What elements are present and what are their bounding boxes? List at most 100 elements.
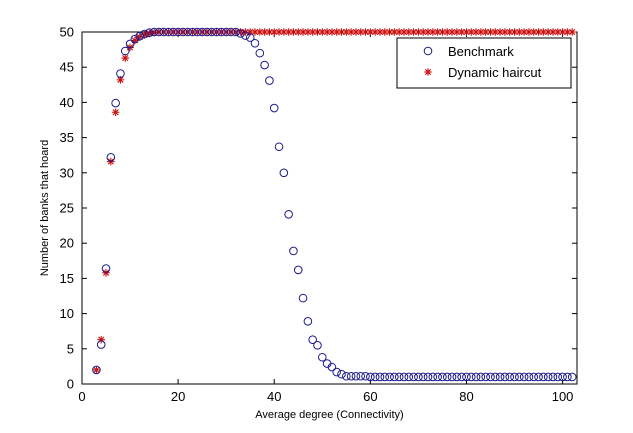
benchmark-point [491,372,500,382]
dynamic-haircut-point [467,28,476,36]
benchmark-point [452,372,462,382]
benchmark-point [380,372,390,382]
dynamic-haircut-point [212,28,221,36]
benchmark-point [169,27,178,37]
dynamic-haircut-point [563,28,572,36]
benchmark-point [442,372,452,382]
benchmark-point [466,372,476,382]
dynamic-haircut-point [352,28,360,36]
dynamic-haircut-point [313,28,322,36]
y-tick-label: 15 [60,271,74,286]
benchmark-point [519,372,529,382]
benchmark-point [298,293,308,303]
benchmark-point [563,372,572,382]
dynamic-haircut-point [491,28,500,36]
dynamic-haircut-point [520,28,528,36]
dynamic-haircut-point [337,28,346,36]
dynamic-haircut-point [385,28,394,36]
benchmark-point [164,27,173,37]
dynamic-haircut-point [443,28,452,36]
dynamic-haircut-point [462,28,471,36]
benchmark-point [553,372,563,382]
benchmark-point [534,372,543,382]
dynamic-haircut-point [227,28,235,36]
dynamic-haircut-point [260,28,269,36]
points-layer [92,27,577,382]
dynamic-haircut-point [505,28,514,36]
benchmark-point [197,27,207,37]
benchmark-point [510,372,519,382]
benchmark-point [495,372,505,382]
benchmark-point [265,76,274,85]
benchmark-point [332,367,342,377]
benchmark-point [361,371,370,381]
benchmark-point [438,372,447,382]
benchmark-point [500,372,510,382]
benchmark-point [111,98,120,108]
dynamic-haircut-point [270,28,279,36]
dynamic-haircut-point [525,28,533,36]
dynamic-haircut-point [183,28,192,36]
benchmark-point [313,340,322,350]
dynamic-haircut-point [342,28,351,36]
benchmark-point [135,31,144,41]
benchmark-point [370,372,380,382]
dynamic-haircut-point [236,28,245,36]
dynamic-haircut-point [155,28,163,36]
benchmark-point [351,371,361,381]
dynamic-haircut-point [299,28,307,36]
dynamic-haircut-point [356,28,365,36]
benchmark-point [231,27,241,37]
dynamic-haircut-point [92,366,101,374]
benchmark-point [120,46,130,56]
y-tick-label: 35 [60,130,74,145]
benchmark-point [96,340,106,349]
benchmark-point [486,372,495,382]
x-tick-label: 0 [78,389,85,404]
dynamic-haircut-point [174,28,182,36]
dynamic-haircut-point [188,28,197,36]
dynamic-haircut-point [400,28,408,36]
benchmark-point [217,27,226,37]
benchmark-point [390,372,399,382]
benchmark-point [125,39,135,49]
benchmark-point [149,27,159,37]
benchmark-point [269,103,279,113]
x-axis-label: Average degree (Connectivity) [255,409,403,421]
dynamic-haircut-point [477,28,485,36]
benchmark-point [548,372,558,382]
legend: Benchmark Dynamic haircut [396,37,572,89]
benchmark-point [193,27,202,37]
benchmark-point [394,372,404,382]
benchmark-point [250,38,260,48]
benchmark-point [279,168,289,178]
dynamic-haircut-point [448,28,456,36]
y-axis-label: Number of banks that hoard [39,140,51,276]
dynamic-haircut-point [111,108,120,117]
dynamic-haircut-point [332,28,341,36]
benchmark-point [457,372,466,382]
dynamic-haircut-point [544,28,552,36]
legend-markers [423,46,433,76]
benchmark-point [423,372,433,382]
dynamic-haircut-point [404,28,413,36]
x-tick-label: 20 [171,389,185,404]
benchmark-point [524,372,534,382]
dynamic-haircut-point [304,28,312,36]
benchmark-point [481,372,490,382]
dynamic-haircut-point [140,31,149,39]
dynamic-haircut-point [529,28,538,36]
benchmark-point [245,33,255,42]
benchmark-point [539,372,548,382]
dynamic-haircut-point [558,28,567,36]
dynamic-haircut-point [323,28,331,36]
benchmark-point [274,142,284,152]
benchmark-point [284,210,293,219]
benchmark-point [106,153,116,162]
dynamic-haircut-point [414,28,423,36]
benchmark-point [366,372,375,382]
dynamic-haircut-point [294,28,303,36]
legend-box [396,37,572,89]
dynamic-haircut-point [289,28,298,36]
dynamic-haircut-point [135,33,144,41]
